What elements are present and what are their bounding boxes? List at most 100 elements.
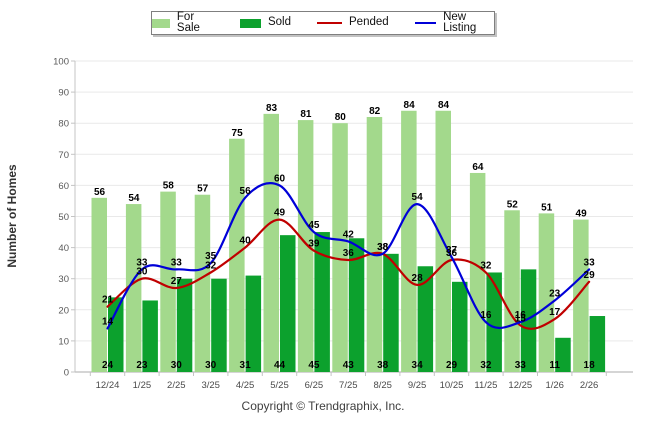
line-value-label: 23 xyxy=(549,288,561,299)
y-tick-label: 10 xyxy=(58,336,69,347)
for-sale-bar xyxy=(229,138,245,372)
bar-value-label: 45 xyxy=(308,360,320,371)
homes-chart-svg: 56 54 58 57 75 83 81 80 82 84 84 64 52 51 49 24 23 30 30 31… xyxy=(5,57,633,392)
bar-value-label: 32 xyxy=(480,360,492,371)
bar-value-label: 83 xyxy=(266,103,278,114)
sold-bar xyxy=(142,300,158,372)
bar-value-label: 56 xyxy=(94,187,106,198)
bar-value-label: 84 xyxy=(404,100,416,111)
legend-label: Sold xyxy=(267,16,292,29)
bar-value-label: 54 xyxy=(128,193,140,204)
line-value-label: 21 xyxy=(102,295,114,306)
chart-area: 56 54 58 57 75 83 81 80 82 84 84 64 52 51 49 24 23 30 30 31… xyxy=(5,57,633,392)
for-sale-bar xyxy=(504,210,520,372)
tick-labels: 0 10 20 30 40 50 60 70 80 90 100 12/24 1/25 2/25 3/25 4… xyxy=(53,57,598,392)
line-value-label: 32 xyxy=(205,260,217,271)
line-value-label: 35 xyxy=(205,251,217,262)
sold-bar xyxy=(245,275,262,372)
bar-value-label: 23 xyxy=(136,360,148,371)
for-sale-swatch-icon xyxy=(152,18,170,28)
bar-value-label: 51 xyxy=(541,202,553,213)
sold-bar xyxy=(383,253,399,372)
for-sale-bar xyxy=(401,110,417,372)
bar-value-label: 24 xyxy=(102,360,114,371)
legend-item-for-sale: For Sale xyxy=(152,10,214,35)
for-sale-bar xyxy=(194,194,211,372)
line-value-label: 60 xyxy=(274,173,286,184)
new-listing-line xyxy=(106,182,591,330)
line-series xyxy=(106,182,591,330)
sold-bar xyxy=(589,316,606,372)
x-tick-label: 1/26 xyxy=(545,380,564,391)
bar-value-label: 33 xyxy=(515,360,527,371)
sold-bar xyxy=(280,235,296,372)
bar-value-label: 49 xyxy=(576,209,588,220)
legend-label: For Sale xyxy=(176,10,200,34)
bar-value-label: 30 xyxy=(205,360,217,371)
x-tick-label: 6/25 xyxy=(305,380,324,391)
for-sale-bar xyxy=(332,123,348,372)
value-labels: 56 54 58 57 75 83 81 80 82 84 84 64 52 51 49 24 23 30 30 31… xyxy=(94,100,595,371)
line-value-label: 28 xyxy=(412,273,424,284)
legend-label: Pended xyxy=(349,16,389,29)
sold-bar xyxy=(176,278,193,372)
legend-item-new-listing: New Listing xyxy=(414,10,494,35)
legend-item-sold: Sold xyxy=(239,16,292,29)
x-tick-label: 3/25 xyxy=(201,380,220,391)
x-tick-label: 9/25 xyxy=(408,380,427,391)
for-sale-bar xyxy=(297,120,314,372)
line-value-label: 14 xyxy=(102,316,114,327)
x-tick-label: 4/25 xyxy=(236,380,255,391)
line-value-label: 33 xyxy=(584,257,596,268)
y-tick-label: 90 xyxy=(58,88,69,99)
bar-value-label: 38 xyxy=(377,360,389,371)
line-value-label: 40 xyxy=(240,236,252,247)
bar-value-label: 81 xyxy=(300,109,312,120)
y-tick-label: 60 xyxy=(58,181,69,192)
new-listing-line-swatch-icon xyxy=(414,21,437,25)
x-tick-label: 1/25 xyxy=(133,380,152,391)
line-value-label: 17 xyxy=(549,307,561,318)
bar-value-label: 80 xyxy=(335,112,347,123)
x-tick-label: 5/25 xyxy=(270,380,289,391)
line-value-label: 32 xyxy=(480,260,492,271)
copyright-text: Copyright © Trendgraphix, Inc. xyxy=(241,399,405,413)
y-tick-label: 0 xyxy=(64,368,69,379)
for-sale-bar xyxy=(160,191,176,372)
x-tick-label: 2/26 xyxy=(580,380,599,391)
line-value-label: 36 xyxy=(446,248,458,259)
line-value-label: 38 xyxy=(377,242,389,253)
line-value-label: 45 xyxy=(308,220,320,231)
line-value-label: 42 xyxy=(343,229,355,240)
line-value-label: 16 xyxy=(480,310,492,321)
bar-value-label: 57 xyxy=(197,184,209,195)
legend-label: New Listing xyxy=(443,10,477,34)
bar-value-label: 11 xyxy=(549,360,560,371)
x-tick-label: 10/25 xyxy=(440,380,464,391)
x-tick-label: 12/25 xyxy=(508,380,532,391)
line-value-label: 36 xyxy=(343,248,355,259)
line-value-label: 39 xyxy=(308,239,320,250)
y-tick-label: 100 xyxy=(53,57,69,68)
sold-bar xyxy=(555,337,571,372)
pended-line-swatch-icon xyxy=(317,21,343,25)
pended-line xyxy=(106,218,591,330)
line-value-label: 37 xyxy=(446,245,458,256)
bar-value-label: 30 xyxy=(171,360,183,371)
for-sale-bar xyxy=(469,172,486,372)
for-sale-bar xyxy=(538,213,555,372)
line-value-label: 27 xyxy=(171,276,183,287)
bar-series xyxy=(91,110,606,373)
bar-value-label: 43 xyxy=(343,360,355,371)
bar-value-label: 18 xyxy=(584,360,596,371)
y-tick-label: 80 xyxy=(58,119,69,130)
bar-value-label: 52 xyxy=(507,199,519,210)
sold-bar xyxy=(348,238,365,372)
bar-value-label: 44 xyxy=(274,360,286,371)
bar-value-label: 34 xyxy=(412,360,424,371)
axes xyxy=(71,60,607,376)
x-tick-label: 11/25 xyxy=(474,380,497,391)
x-tick-label: 7/25 xyxy=(339,380,358,391)
line-value-label: 15 xyxy=(515,313,527,324)
